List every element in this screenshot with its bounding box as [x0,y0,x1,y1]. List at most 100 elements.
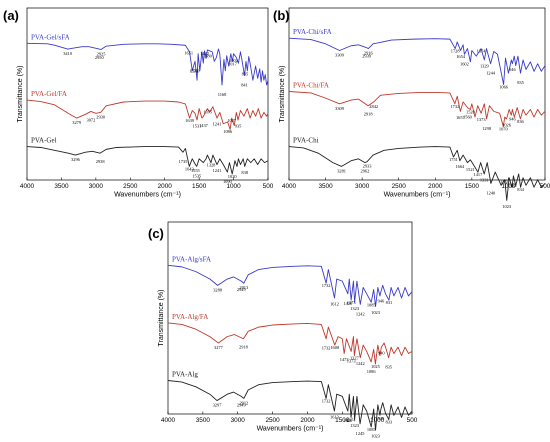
peak-label: 841 [241,83,248,88]
x-tick-label: 2500 [392,183,407,190]
peak-label: 2949 [237,287,247,292]
series-line-3 [26,146,269,175]
peak-label: 1602 [460,61,469,66]
peak-label: 2962 [361,169,370,174]
peak-label: 3072 [87,117,96,122]
series-label: PVA-Gel/sFA [31,33,70,41]
plot-frame [288,7,546,181]
series-line-1 [167,264,413,307]
peak-label: 1323 [350,306,360,311]
peak-label: 932 [510,183,517,188]
peak-label: 1651 [184,51,193,56]
x-axis-label: Wavenumbers (cm⁻¹) [114,192,181,199]
peak-label: 946 [378,416,385,421]
peak-label: 1575 [190,68,200,73]
peak-label: 2949 [237,402,247,407]
peak-label: 1437 [199,123,209,128]
peak-label: 3288 [213,287,223,292]
series-line-2 [167,322,413,365]
peak-label: 1066 [499,85,509,90]
peak-label: 1027 [227,118,237,123]
series-line-2 [26,99,269,130]
peak-label: 1020 [228,174,238,179]
series-label: PVA-Gel/FA [31,90,67,98]
x-axis-label: Wavenumbers (cm⁻¹) [384,192,451,199]
peak-label: 2916 [364,51,374,56]
peak-label: 2938 [96,159,106,164]
peak-label: 1244 [486,71,496,76]
peak-label: 1422 [200,51,209,56]
chart-panel-1: (a) 4000 3500 3000 2500 2000 1500 1000 500 Wavenu… [3,7,274,199]
peak-label: 834 [517,187,524,192]
x-tick-label: 3500 [318,183,333,190]
series-line-1 [26,42,269,86]
peak-label: 1323 [350,423,360,428]
peak-label: 3279 [72,120,82,125]
peak-label: 935 [235,123,242,128]
x-tick-label: 1500 [465,183,480,190]
x-tick-label: 3000 [355,183,370,190]
x-tick-label: 1500 [335,417,350,424]
peak-label: 2950 [95,55,105,60]
peak-label: 1242 [356,311,365,316]
peak-label: 1521 [466,167,475,172]
series-label: PVA-Chi/sFA [293,28,332,36]
x-tick-label: 3500 [54,183,69,190]
peak-label: 1373 [477,117,487,122]
peak-label: 1560 [191,68,201,73]
series-line-3 [167,380,413,431]
peak-label: 1085 [367,427,377,432]
chart-panel-3: (c) 4000 3500 3000 2500 2000 1500 1000 500 Wavenu… [148,221,418,439]
peak-label: 2930 [96,114,106,119]
peak-label: 831 [386,300,393,305]
peak-label: 1613 [330,415,340,420]
peak-label: 3309 [335,106,345,111]
peak-label: 1025 [371,364,381,369]
peak-label: 1375 [203,109,213,114]
peak-label: 1420 [343,418,353,423]
plot-frame [26,7,269,181]
peak-label: 1328 [207,163,217,168]
peak-label: 1473 [340,357,350,362]
peak-label: 836 [517,119,524,124]
peak-label: 946 [509,67,516,72]
peak-label: 1050 [500,180,510,185]
peak-label: 1327 [350,356,360,361]
peak-label: 2918 [364,112,374,117]
peak-label: 1023 [371,310,381,315]
peak-label: 3277 [214,345,224,350]
peak-label: 833 [385,420,392,425]
peak-label: 1331 [480,177,489,182]
x-tick-label: 3000 [231,417,246,424]
peak-label: 1639 [185,118,195,123]
peak-label: 1732 [322,398,331,403]
peak-label: 3296 [71,157,81,162]
peak-label: 1023 [371,434,381,439]
series-label: PVA-Chi/FA [293,82,329,90]
x-tick-label: 2500 [265,417,280,424]
x-tick-label: 500 [263,183,274,190]
x-tick-label: 4000 [20,183,35,190]
peak-label: 1732 [322,346,331,351]
chart-panel-2: (b)4000 3500 3000 2500 2000 1500 1000 500Wavenu… [273,7,550,209]
peak-label: 1420 [343,301,353,306]
peak-label: 1643 [185,166,195,171]
peak-label: 2925 [97,51,107,56]
peak-label: 835 [242,71,249,76]
peak-label: 3309 [335,52,345,57]
x-tick-label: 1000 [226,183,241,190]
x-tick-label: 500 [540,183,550,190]
peak-label: 1026 [502,122,512,127]
plot-frame [167,221,413,415]
x-tick-label: 4000 [161,417,176,424]
peak-label: 1380 [203,53,213,58]
x-tick-label: 2000 [300,417,315,424]
peak-label: 1373 [347,358,357,363]
series-line-1 [288,37,546,85]
peak-label: 1086 [367,369,377,374]
peak-label: 1374 [477,49,487,54]
peak-label: 940 [378,351,385,356]
peak-label: 1002 [229,58,238,63]
series-label: PVA-Gel [31,137,57,145]
peak-label: 1245 [356,431,366,436]
